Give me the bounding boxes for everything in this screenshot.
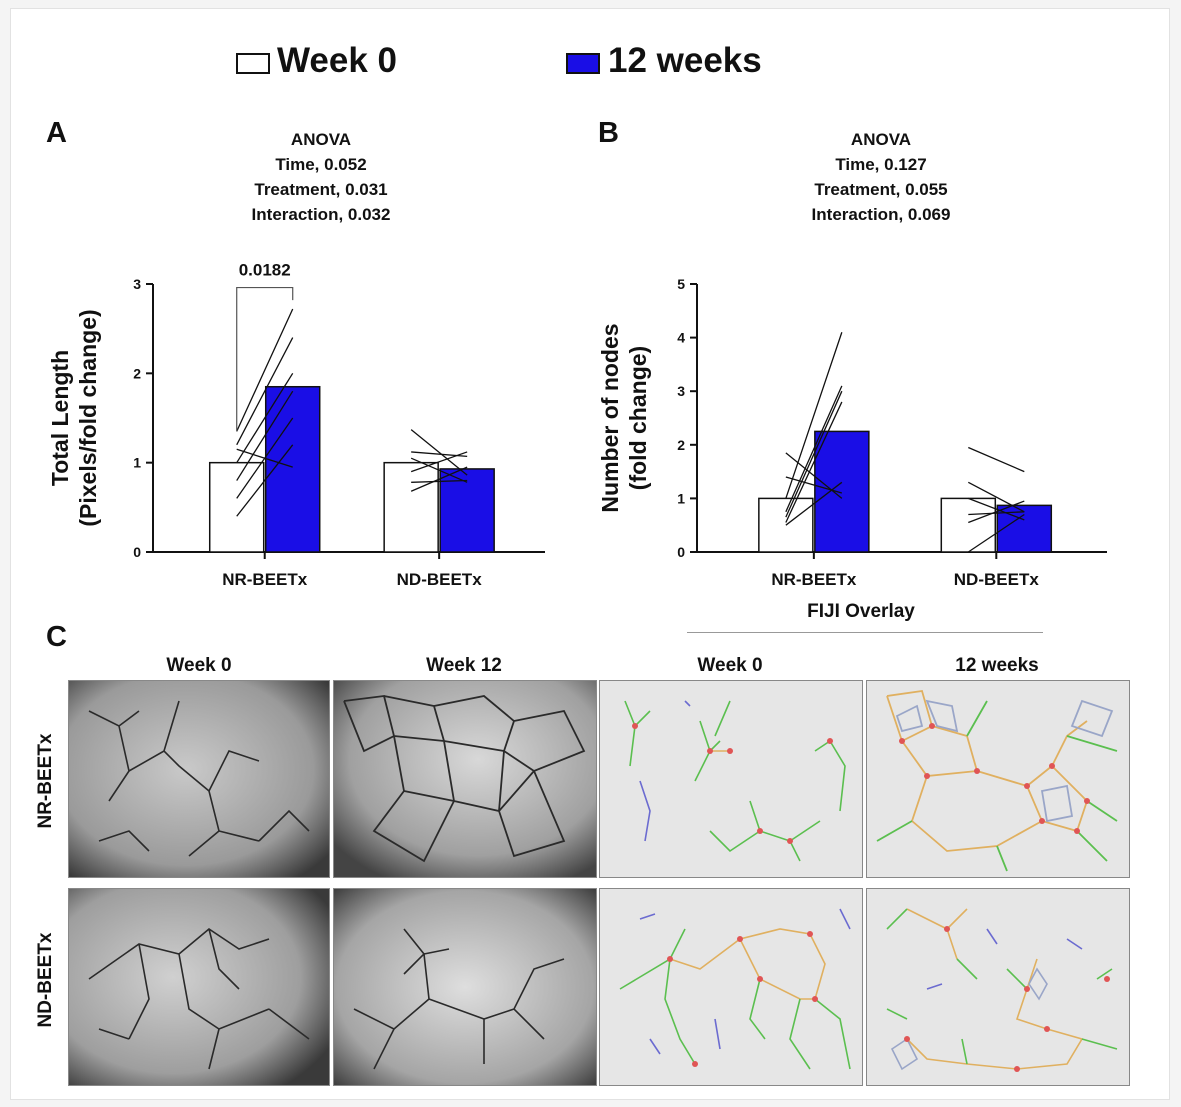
paired-line — [785, 385, 843, 513]
panel-a-letter: A — [46, 117, 67, 149]
panel-c-letter: C — [46, 621, 67, 653]
bar-nd-beetx-week0 — [940, 497, 997, 553]
paired-line — [785, 401, 843, 523]
panel-a-stats-time: Time, 0.052 — [275, 155, 367, 174]
bar-nr-beetx-12weeks — [264, 385, 321, 553]
y-axis-subtitle: (fold change) — [625, 346, 651, 490]
paired-line — [411, 479, 468, 483]
overlay-nd-week0 — [599, 888, 863, 1086]
y-tick-label: 0 — [677, 544, 685, 560]
panel-b-letter: B — [598, 117, 619, 149]
paired-line — [410, 457, 468, 483]
paired-line — [411, 451, 468, 458]
chart-b: 0 1 2 3 4 5 Number of nodes (fold change) NR-BEE… — [597, 276, 1107, 589]
overlay-nr-week0 — [599, 680, 863, 878]
paired-line — [785, 390, 843, 518]
y-tick-label: 1 — [133, 455, 141, 471]
paired-line — [236, 444, 294, 517]
panel-b-stats-title: ANOVA — [850, 130, 912, 149]
paired-line — [236, 308, 294, 432]
x-tick-label: NR-BEETx — [771, 570, 857, 589]
micrograph-nd-week0 — [68, 888, 330, 1086]
panel-b-stats-time: Time, 0.127 — [835, 155, 927, 174]
bar-nr-beetx-week0 — [208, 461, 265, 553]
paired-line — [236, 390, 294, 481]
bar-nr-beetx-12weeks — [814, 430, 870, 553]
row-label-nr-beetx: NR-BEETx — [35, 733, 56, 829]
paired-line — [968, 500, 1025, 524]
paired-line — [236, 337, 294, 446]
paired-line — [968, 446, 1025, 473]
y-tick-label: 3 — [133, 276, 141, 292]
panel-b-stats-treatment: Treatment, 0.055 — [814, 180, 948, 199]
panel-b-stats: ANOVA Time, 0.127 Treatment, 0.055 Inter… — [751, 127, 1011, 227]
row-label-nd-beetx: ND-BEETx — [35, 932, 56, 1028]
y-axis-title: Total Length — [47, 350, 73, 486]
col-label-12weeks-overlay: 12 weeks — [955, 655, 1039, 676]
y-tick-label: 1 — [677, 490, 685, 506]
y-tick-label: 2 — [677, 437, 685, 453]
panel-a-stats-title: ANOVA — [290, 130, 352, 149]
legend-swatch-week0 — [236, 53, 270, 74]
bar-nd-beetx-12weeks — [439, 468, 495, 553]
legend-label-12weeks: 12 weeks — [608, 41, 762, 80]
y-axis-title: Number of nodes — [597, 323, 623, 512]
micrograph-nd-week12 — [333, 888, 597, 1086]
paired-line — [785, 481, 843, 526]
paired-line — [410, 466, 468, 492]
x-tick-label: NR-BEETx — [222, 570, 308, 589]
panel-a-stats-treatment: Treatment, 0.031 — [254, 180, 388, 199]
y-tick-label: 5 — [677, 276, 685, 292]
paired-line — [967, 513, 1025, 553]
bar-nr-beetx-week0 — [758, 497, 814, 553]
panel-a-stats-interaction: Interaction, 0.032 — [251, 205, 391, 224]
col-label-week12-raw: Week 12 — [426, 655, 502, 676]
bar-nd-beetx-week0 — [383, 461, 439, 553]
y-tick-label: 0 — [133, 544, 141, 560]
p-value-label: 0.0182 — [239, 261, 291, 280]
panel-b-stats-interaction: Interaction, 0.069 — [811, 205, 951, 224]
micrograph-nr-week12 — [333, 680, 597, 878]
overlay-nd-12weeks — [866, 888, 1130, 1086]
fiji-overlay-title: FIJI Overlay — [807, 601, 915, 622]
paired-line — [410, 429, 468, 476]
significance-bracket — [236, 286, 294, 432]
x-tick-label: ND-BEETx — [954, 570, 1040, 589]
paired-line — [967, 481, 1025, 513]
fiji-overlay-rule — [687, 632, 1043, 633]
y-tick-label: 4 — [677, 330, 685, 346]
col-label-week0-raw: Week 0 — [166, 655, 232, 676]
legend-swatch-12weeks — [566, 53, 600, 74]
y-tick-label: 3 — [677, 383, 685, 399]
y-tick-label: 2 — [133, 365, 141, 381]
paired-line — [236, 448, 293, 468]
paired-line — [968, 497, 1025, 521]
overlay-nr-12weeks — [866, 680, 1130, 878]
micrograph-nr-week0 — [68, 680, 330, 878]
y-axis-subtitle: (Pixels/fold change) — [75, 309, 101, 526]
figure: Week 0 12 weeks A ANOVA Time, 0.052 Trea… — [10, 8, 1170, 1100]
paired-line — [785, 452, 843, 499]
legend-label-week0: Week 0 — [277, 41, 397, 80]
chart-a: 0 1 2 3 Total Length (Pixels/fold change) NR-B… — [47, 261, 545, 589]
panel-a-stats: ANOVA Time, 0.052 Treatment, 0.031 Inter… — [191, 127, 451, 227]
paired-line — [968, 511, 1025, 516]
x-tick-label: ND-BEETx — [397, 570, 483, 589]
paired-line — [236, 372, 294, 464]
col-label-week0-overlay: Week 0 — [697, 655, 763, 676]
paired-line — [785, 332, 843, 499]
